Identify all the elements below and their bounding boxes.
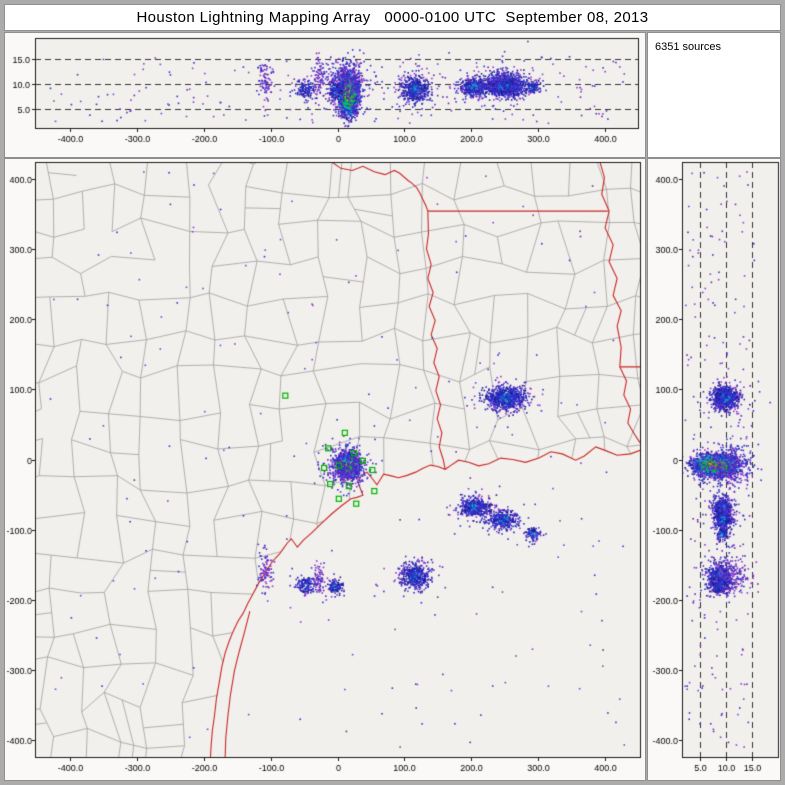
sources-count-label: 6351 sources [655,41,722,53]
ew-altitude-canvas [5,33,645,157]
panel-map [4,158,646,781]
map-canvas [5,159,645,780]
panel-sources: 6351 sources [647,32,781,158]
figure-title: Houston Lightning Mapping Array 0000-010… [4,4,781,31]
panel-ew-altitude [4,32,646,158]
ns-altitude-canvas [648,159,780,780]
panel-ns-altitude [647,158,781,781]
